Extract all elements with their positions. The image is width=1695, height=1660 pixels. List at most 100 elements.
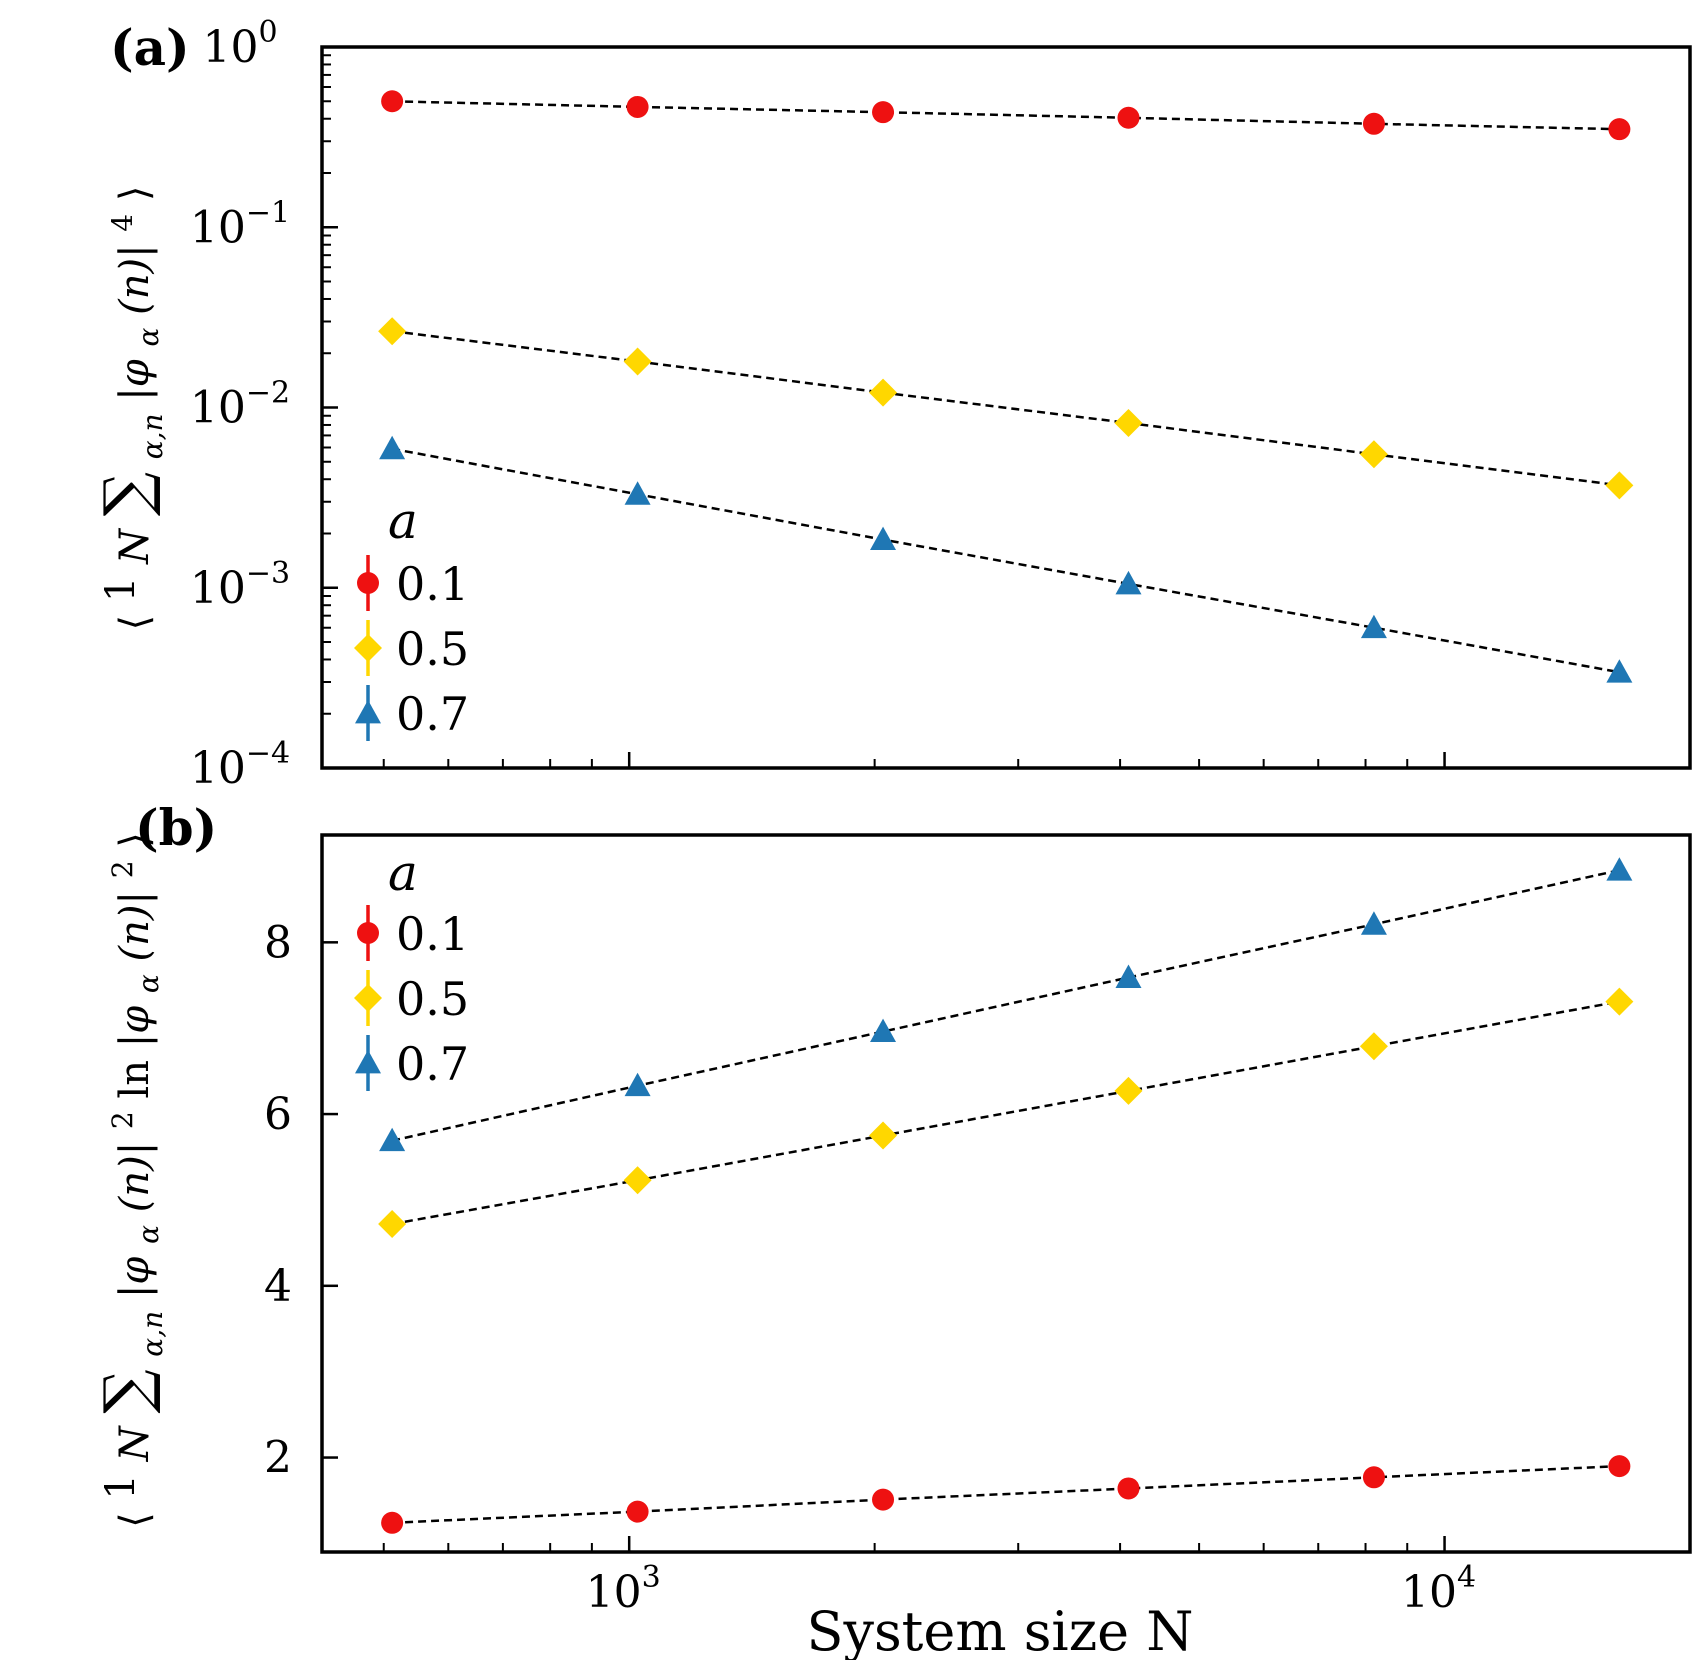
panel-b-markers [378, 857, 1634, 1534]
panel-a-legend-marker-0.5 [354, 634, 382, 662]
panel-b-series-0.5-point [869, 1121, 898, 1150]
ylabel-a-body-tail: (n)| [112, 244, 158, 314]
panel-a-y-tick-label: 10−1 [190, 195, 290, 253]
ylabel-a-sum-sub: α,n [136, 413, 169, 459]
panel-a-series-0.7-point [1360, 614, 1387, 639]
panel-a-series-0.7-point [1606, 659, 1633, 683]
panel-b-frame [320, 833, 1692, 1554]
ylabel-b-body-sub: α [132, 1225, 165, 1244]
ylabel-b-sum: ∑ [90, 1369, 163, 1413]
panel-b-series-0.5-point [1114, 1076, 1143, 1105]
panel-a-legend-marker-0.7 [355, 700, 381, 724]
panel-b-series-0.5-point [378, 1209, 407, 1238]
ylabel-a-body: |φ [112, 359, 158, 400]
panel-b-series-0.7-point [1606, 857, 1633, 881]
panel-a-series-0.7-point [870, 526, 897, 550]
ylabel-a-body-sup: 4 [106, 214, 139, 232]
panel-b-series-0.7-point [624, 1072, 651, 1097]
panel-b-y-tick-label: 8 [264, 917, 292, 968]
panel-a-series-0.7-point [624, 481, 651, 505]
panel-a-y-tick-label: 10−4 [190, 736, 290, 794]
panel-a-legend-entry: 0.7 [396, 687, 469, 741]
svg-text:⟨ 1 N: ⟨ 1 N ∑ α,n |φ α (n)| 4 ⟩ [90, 186, 172, 631]
ylabel-a-prefix: ⟨ [112, 615, 158, 631]
ylabel-b-frac-den: N [112, 1424, 158, 1462]
panel-a-series-0.5-point [869, 378, 898, 407]
panel-b-ylabel: ⟨ 1 N ∑ α,n |φ α (n)| 2 ln |φ α (n)| 2 ⟩ [90, 832, 169, 1528]
panel-a-legend-entry: 0.1 [396, 557, 469, 611]
panel-a-legend-marker-0.1 [357, 572, 379, 594]
ylabel-b-body2-sub: α [132, 974, 165, 993]
panel-a-y-tick-label: 100 [202, 15, 277, 73]
panel-a-series-0.5-point [1114, 409, 1143, 438]
ylabel-b-body: |φ [112, 1257, 158, 1298]
panel-b-x-tick-label: 103 [586, 1560, 661, 1618]
panel-b-ticks: 103 104 2 4 6 8 [264, 917, 1476, 1618]
panel-a-legend-title: a [388, 492, 418, 550]
ylabel-b-body2-sup: 2 [106, 860, 139, 878]
panel-b-series-0.1-point [872, 1488, 895, 1511]
panel-b-series-0.1-line [392, 1464, 1620, 1525]
panel-a-markers [378, 90, 1634, 683]
panel-a-series-0.1-point [1362, 112, 1385, 135]
panel-b-legend-entry: 0.5 [396, 972, 469, 1026]
panel-a: (a) 100 10−1 10−2 10−3 10−4 a 0.1 0.5 0.7 ⟨ 1 … [90, 15, 1692, 794]
panel-b-series-0.7-line [391, 868, 1620, 1142]
panel-a-legend-entry: 0.5 [396, 622, 469, 676]
ylabel-b-prefix: ⟨ [112, 1512, 158, 1528]
panel-b-series-0.7-point [379, 1127, 406, 1152]
panel-a-series-0.5-point [378, 317, 407, 346]
panel-a-series-0.1-point [1117, 106, 1140, 129]
panel-a-series-0.5-point [623, 347, 652, 376]
panel-b-legend-marker-0.7 [355, 1050, 381, 1074]
panel-a-ticks: 100 10−1 10−2 10−3 10−4 [190, 15, 1446, 794]
panel-b-series-0.1-point [626, 1500, 649, 1523]
panel-b-series-0.7-point [1115, 964, 1142, 988]
panel-b-series-0.1-point [1117, 1477, 1140, 1500]
ylabel-b-body-tail: (n)| [112, 1142, 158, 1212]
panel-a-series-0.7-point [379, 435, 406, 460]
panel-a-series-0.7-line [391, 447, 1620, 674]
ylabel-b-frac-num: 1 [98, 1474, 144, 1499]
panel-b-legend: a 0.1 0.5 0.7 [354, 844, 469, 1091]
ylabel-b-mid: ln [112, 1047, 158, 1098]
x-axis-label: System size N [806, 1600, 1193, 1660]
panel-a-series-lines [391, 100, 1620, 674]
panel-a-series-0.1-point [381, 90, 404, 113]
ylabel-a-sum: ∑ [90, 472, 163, 516]
panel-b-legend-entry: 0.1 [396, 907, 469, 961]
panel-b-y-tick-label: 4 [264, 1261, 292, 1312]
panel-b-y-tick-label: 2 [264, 1433, 292, 1484]
panel-a-series-0.1-line [392, 100, 1620, 131]
panel-b-series-0.5-point [623, 1166, 652, 1195]
ylabel-b-sum-sub: α,n [136, 1311, 169, 1357]
panel-b-series-0.5-line [391, 1000, 1620, 1226]
panel-b-legend-marker-0.5 [354, 984, 382, 1012]
panel-b-legend-entry: 0.7 [396, 1037, 469, 1091]
panel-b-series-0.1-point [1362, 1466, 1385, 1489]
panel-b-series-0.5-point [1605, 987, 1634, 1016]
ylabel-a-body-sub: α [132, 328, 165, 347]
panel-a-series-0.1-point [1608, 118, 1631, 141]
ylabel-a-frac-num: 1 [98, 577, 144, 602]
panel-a-series-0.1-point [872, 101, 895, 124]
panel-a-series-0.1-point [626, 95, 649, 118]
ylabel-a-frac-den: N [112, 527, 158, 565]
panel-b-series-0.5-point [1359, 1032, 1388, 1061]
panel-b-series-0.1-point [381, 1511, 404, 1534]
ylabel-b-body-sup: 2 [106, 1111, 139, 1129]
panel-b-series-0.1-point [1608, 1455, 1631, 1478]
panel-a-series-0.7-point [1115, 570, 1142, 595]
panel-b-legend-marker-0.1 [357, 922, 379, 944]
ylabel-b-body2: |φ [112, 1006, 158, 1047]
panel-a-series-0.5-line [391, 329, 1620, 487]
ylabel-b-body2-tail: (n)| [112, 891, 158, 961]
panel-b-series-0.7-point [1360, 911, 1387, 935]
panel-a-series-0.5-point [1605, 471, 1634, 500]
panel-b-series-lines [391, 868, 1620, 1525]
panel-a-y-tick-label: 10−3 [190, 556, 290, 614]
panel-a-series-0.5-point [1359, 440, 1388, 469]
panel-b-y-tick-label: 6 [264, 1089, 292, 1140]
panel-b-series-0.7-point [870, 1018, 897, 1043]
